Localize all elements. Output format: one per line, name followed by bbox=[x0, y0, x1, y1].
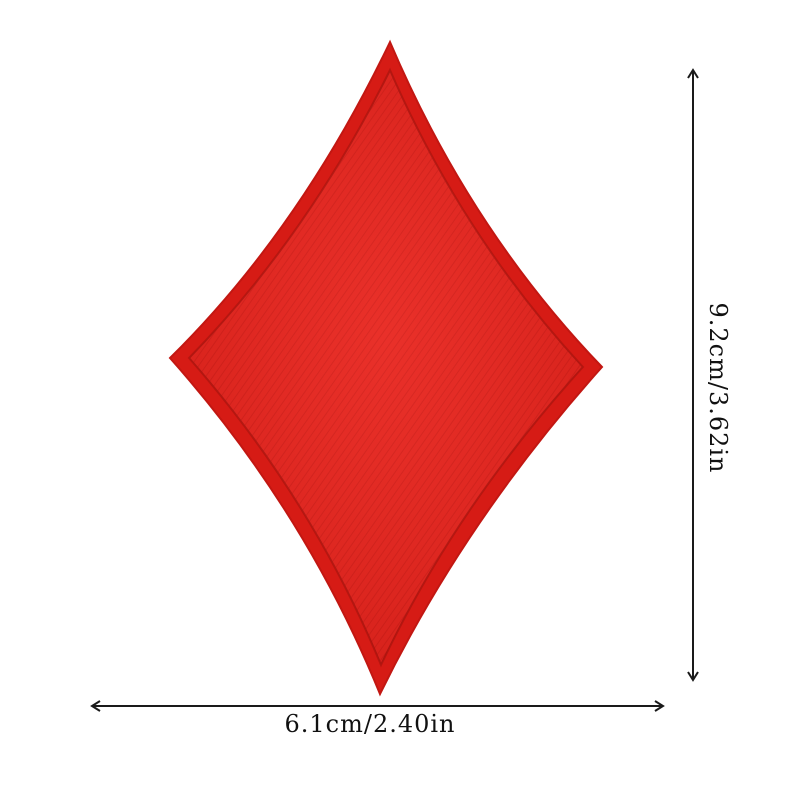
height-dimension-label: 9.2cm/3.62in bbox=[704, 302, 732, 474]
height-arrow bbox=[687, 68, 699, 682]
width-dimension-label: 6.1cm/2.40in bbox=[284, 710, 456, 738]
width-arrow bbox=[90, 700, 665, 712]
